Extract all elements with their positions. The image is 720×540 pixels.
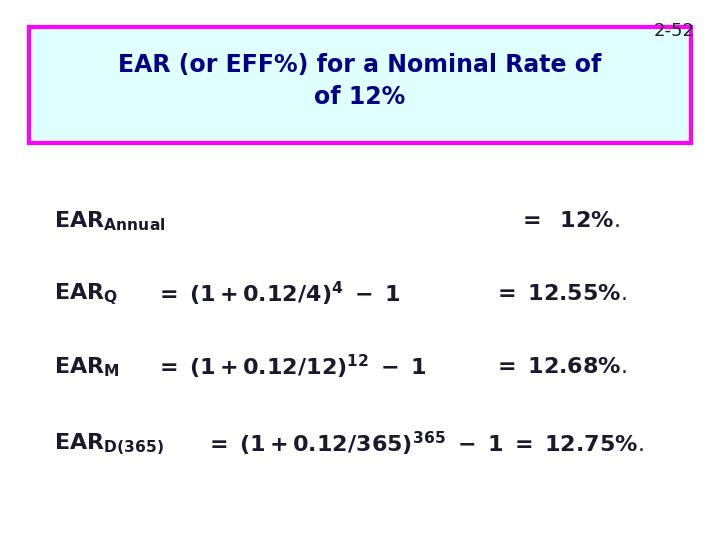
Text: $\mathbf{=\ (1 + 0.12/365)^{365}\ -\ 1\ =\ 12.75\%}$.: $\mathbf{=\ (1 + 0.12/365)^{365}\ -\ 1\ … <box>205 430 644 458</box>
Text: EAR (or EFF%) for a Nominal Rate of
of 12%: EAR (or EFF%) for a Nominal Rate of of 1… <box>118 53 602 109</box>
Text: $\mathbf{=\ (1 + 0.12/12)^{12}\ -\ 1}$: $\mathbf{=\ (1 + 0.12/12)^{12}\ -\ 1}$ <box>155 353 427 381</box>
Text: $\mathbf{=\ 12.68\%}$.: $\mathbf{=\ 12.68\%}$. <box>493 357 627 377</box>
Text: 2-52: 2-52 <box>654 22 695 39</box>
FancyBboxPatch shape <box>29 27 691 143</box>
Text: $\mathbf{EAR}_{\mathbf{D(365)}}$: $\mathbf{EAR}_{\mathbf{D(365)}}$ <box>54 431 164 457</box>
Text: $\mathbf{=\ \ 12\%}$.: $\mathbf{=\ \ 12\%}$. <box>518 211 620 232</box>
Text: $\mathbf{=\ 12.55\%}$.: $\mathbf{=\ 12.55\%}$. <box>493 284 627 305</box>
Text: $\mathbf{EAR}_{\mathbf{Q}}$: $\mathbf{EAR}_{\mathbf{Q}}$ <box>54 281 118 307</box>
Text: $\mathbf{EAR}_{\mathbf{Annual}}$: $\mathbf{EAR}_{\mathbf{Annual}}$ <box>54 210 166 233</box>
Text: $\mathbf{EAR}_{\mathbf{M}}$: $\mathbf{EAR}_{\mathbf{M}}$ <box>54 355 120 379</box>
Text: $\mathbf{=\ (1 + 0.12/4)^{4}\ -\ 1}$: $\mathbf{=\ (1 + 0.12/4)^{4}\ -\ 1}$ <box>155 280 400 308</box>
